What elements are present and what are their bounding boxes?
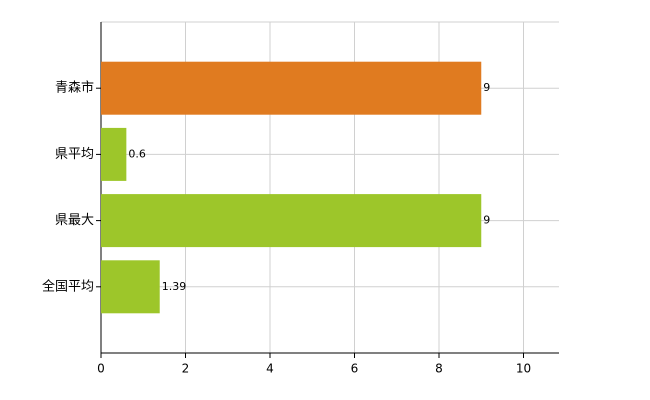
data-label: 0.6 [128,147,146,160]
y-tick-label: 全国平均 [42,278,94,294]
data-label: 9 [483,81,490,94]
y-tick-label: 県平均 [55,147,94,162]
x-tick-label: 0 [97,362,105,376]
x-tick-label: 4 [266,362,274,376]
data-label: 9 [483,214,490,227]
bar [101,194,482,248]
y-tick-label: 県最大 [55,213,94,228]
bar [101,260,160,314]
x-tick-label: 10 [516,362,531,376]
x-tick-label: 6 [351,362,359,376]
x-tick-label: 2 [182,362,190,376]
bar [101,127,127,181]
data-label: 1.39 [162,280,187,293]
y-tick-label: 青森市 [55,80,94,96]
x-tick-label: 8 [435,362,443,376]
bar [101,61,482,115]
